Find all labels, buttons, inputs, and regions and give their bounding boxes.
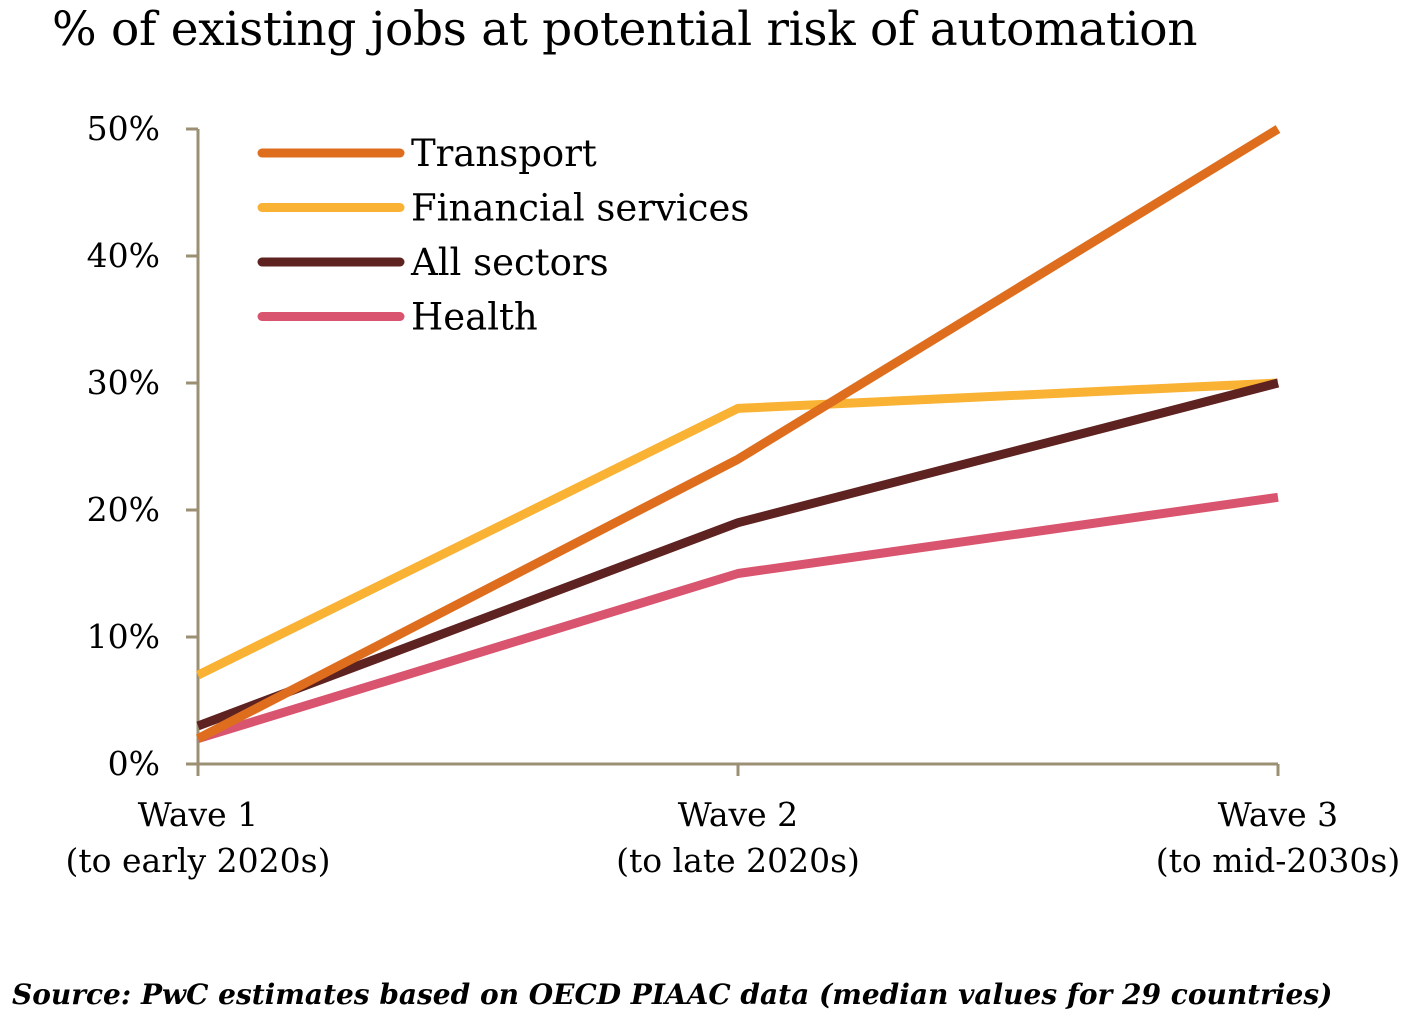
series-line-transport (195, 125, 1281, 743)
source-note: Source: PwC estimates based on OECD PIAA… (12, 978, 1333, 1011)
x-category-label: (to mid-2030s) (1156, 841, 1400, 880)
y-tick-label: 0% (108, 744, 160, 783)
legend-label: Health (411, 296, 538, 339)
y-tick-label: 10% (87, 617, 160, 656)
y-tick-label: 20% (87, 490, 160, 529)
series-line-health (196, 492, 1279, 743)
x-category-label: Wave 3 (1218, 795, 1338, 834)
series-line-financial-services (196, 378, 1279, 680)
legend-label: Financial services (411, 187, 749, 230)
legend-label: Transport (411, 132, 597, 175)
y-tick-label: 30% (87, 363, 160, 402)
x-category-label: Wave 1 (138, 795, 258, 834)
y-tick-label: 50% (87, 109, 160, 148)
x-category-label: Wave 2 (678, 795, 798, 834)
legend-label: All sectors (410, 241, 609, 284)
y-tick-label: 40% (87, 236, 160, 275)
x-category-label: (to early 2020s) (66, 841, 331, 880)
series-line-all-sectors (196, 378, 1280, 731)
x-category-label: (to late 2020s) (616, 841, 860, 880)
chart-title: % of existing jobs at potential risk of … (52, 2, 1198, 57)
